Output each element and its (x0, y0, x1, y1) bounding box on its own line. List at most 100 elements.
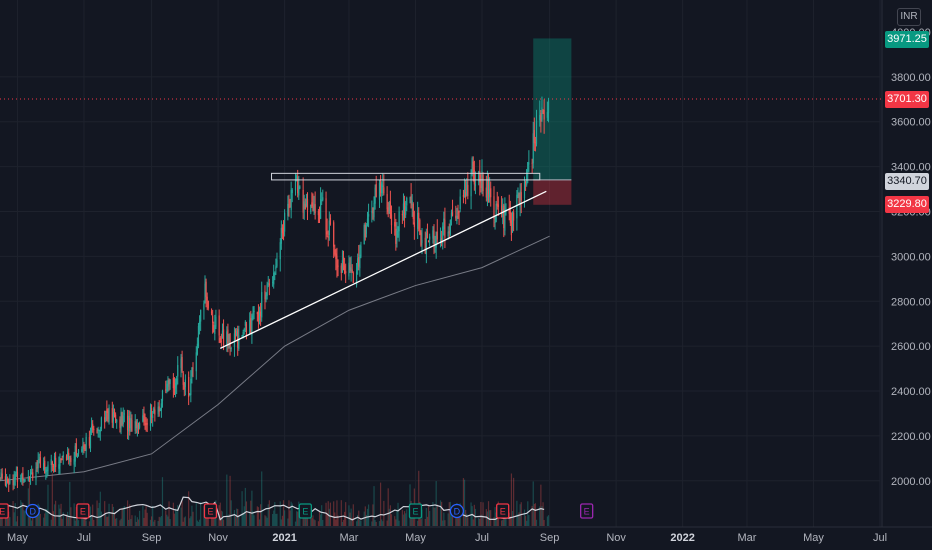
candle-body (142, 415, 144, 422)
volume-bar (351, 517, 353, 526)
earnings-marker[interactable]: E (76, 503, 90, 519)
currency-label[interactable]: INR (897, 8, 921, 26)
candle-body (534, 142, 537, 144)
candle-body (111, 408, 113, 423)
candle-body (360, 245, 362, 257)
earnings-marker[interactable]: E (408, 503, 423, 519)
candle-body (143, 412, 145, 418)
earnings-marker[interactable]: E (203, 503, 218, 519)
candle-body (53, 455, 56, 465)
candle-body (123, 413, 125, 415)
candle-body (266, 284, 268, 296)
candle-body (508, 207, 510, 214)
candle-body (165, 389, 167, 391)
earnings-marker[interactable]: E (298, 503, 312, 519)
candle-body (114, 414, 117, 422)
volume-bar (511, 510, 514, 526)
candle-body (106, 409, 108, 414)
volume-bar (114, 518, 117, 526)
volume-bar (4, 512, 7, 526)
volume-bar (486, 511, 489, 526)
trendline[interactable] (219, 190, 547, 349)
volume-bar (234, 516, 237, 526)
candle-body (436, 231, 438, 240)
volume-bar (546, 516, 549, 526)
earnings-icon (408, 503, 423, 519)
volume-bar (112, 506, 115, 526)
candle-body (321, 200, 323, 202)
volume-bar (100, 511, 103, 526)
x-tick-label: 2021 (272, 532, 296, 544)
volume-bar (360, 520, 362, 526)
candle-body (432, 230, 434, 239)
volume-bar (508, 512, 510, 526)
candle-body (382, 185, 384, 188)
volume-bar (434, 507, 436, 526)
volume-bar (92, 504, 94, 526)
volume-bar (465, 509, 467, 526)
candle-body (130, 418, 132, 431)
resistance-zone[interactable] (271, 172, 541, 181)
candle-body (189, 394, 191, 396)
candle-body (21, 473, 23, 479)
volume-bar (38, 505, 40, 526)
earnings-marker[interactable]: E (580, 503, 594, 519)
candle-body (196, 343, 198, 355)
candle-body (272, 281, 274, 283)
candle-body (39, 457, 41, 468)
candle-body (373, 202, 375, 218)
volume-bar (172, 502, 174, 526)
candle-body (421, 239, 423, 244)
candle-body (462, 195, 465, 197)
candle-body (275, 266, 277, 270)
event-letter: D (454, 507, 461, 517)
earnings-marker[interactable]: E (496, 503, 510, 519)
volume-bar (382, 521, 384, 526)
y-tick-label: 2200.00 (891, 431, 931, 443)
candle-body (465, 192, 467, 198)
earnings-marker[interactable]: E (0, 503, 9, 519)
candle-body (349, 264, 351, 271)
candle-body (329, 217, 332, 225)
candle-body (252, 312, 254, 319)
volume-bar (314, 520, 316, 526)
x-tick-label: Jul (475, 532, 489, 544)
candle-body (429, 236, 431, 240)
dividend-marker[interactable]: D (25, 503, 40, 519)
candle-body (198, 321, 201, 325)
volume-bar (154, 519, 156, 526)
candle-body (525, 181, 527, 184)
volume-bar (261, 471, 263, 526)
volume-bar (165, 510, 167, 526)
volume-bar (389, 505, 391, 526)
candle-body (458, 211, 460, 213)
candle-body (190, 378, 192, 395)
volume-bar (528, 515, 530, 526)
volume-bar (322, 520, 324, 526)
candle-body (379, 179, 382, 193)
volume-bar (296, 511, 298, 526)
volume-bar (531, 505, 533, 526)
volume-bar (138, 510, 141, 526)
candle-body (326, 231, 328, 235)
volume-bar (336, 500, 338, 526)
candle-body (539, 115, 541, 121)
candle-body (172, 377, 174, 389)
dividend-icon (25, 503, 40, 519)
volume-bar (350, 508, 352, 526)
candle-body (215, 316, 217, 327)
candle-body (203, 303, 205, 310)
dividend-marker[interactable]: D (449, 503, 465, 519)
candle-body (62, 455, 64, 458)
volume-bar (191, 505, 193, 526)
volume-bar (386, 520, 388, 526)
candle-body (268, 283, 270, 286)
candle-body (81, 449, 83, 452)
volume-bar (291, 503, 293, 526)
candle-body (14, 473, 16, 480)
volume-bar (143, 517, 145, 526)
candle-body (52, 465, 55, 467)
candle-body (227, 329, 229, 343)
candle-body (466, 181, 468, 196)
